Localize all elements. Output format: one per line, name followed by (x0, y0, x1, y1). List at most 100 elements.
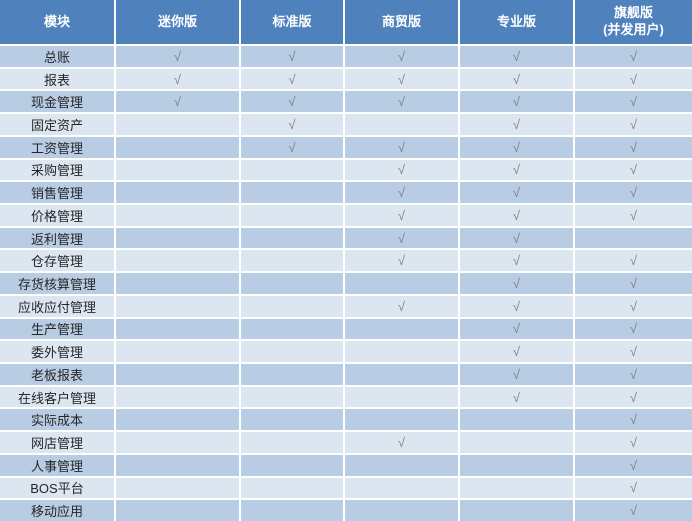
check-cell-pro: √ (460, 363, 573, 385)
check-cell-mini (116, 454, 239, 476)
check-icon: √ (629, 457, 638, 473)
check-cell-pro: √ (460, 250, 573, 272)
column-header-label: 迷你版 (157, 13, 197, 29)
check-cell-flagship: √ (575, 363, 692, 385)
check-cell-standard (241, 318, 343, 340)
column-header-label: 旗舰版 (613, 5, 653, 21)
check-icon: √ (512, 321, 521, 337)
check-icon: √ (397, 139, 406, 155)
check-cell-flagship: √ (575, 477, 692, 499)
check-icon: √ (288, 94, 296, 110)
check-cell-mini (116, 273, 239, 294)
check-cell-flagship: √ (575, 500, 692, 521)
check-cell-mini (116, 318, 239, 340)
check-cell-pro (460, 477, 573, 499)
check-icon: √ (397, 434, 406, 450)
check-cell-standard (241, 182, 343, 203)
check-cell-trade: √ (345, 250, 458, 272)
check-cell-pro: √ (460, 273, 573, 294)
check-icon: √ (512, 253, 521, 269)
module-name-cell: 仓存管理 (0, 250, 114, 272)
check-cell-pro: √ (460, 227, 573, 249)
check-cell-mini (116, 250, 239, 272)
check-cell-pro: √ (460, 136, 573, 158)
check-icon: √ (512, 116, 521, 132)
check-cell-mini: √ (116, 46, 239, 67)
check-icon: √ (629, 207, 638, 223)
check-icon: √ (629, 116, 638, 132)
check-cell-flagship: √ (575, 182, 692, 203)
check-cell-mini (116, 114, 239, 135)
check-cell-standard (241, 363, 343, 385)
check-icon: √ (512, 366, 521, 382)
check-cell-standard (241, 295, 343, 317)
check-cell-trade: √ (345, 136, 458, 158)
check-cell-trade: √ (345, 432, 458, 453)
module-name-cell: 存货核算管理 (0, 273, 114, 294)
check-cell-pro: √ (460, 46, 573, 67)
module-name-cell: 移动应用 (0, 500, 114, 521)
check-cell-trade: √ (345, 204, 458, 226)
check-cell-standard (241, 341, 343, 362)
module-name-cell: 工资管理 (0, 136, 114, 158)
check-cell-pro: √ (460, 341, 573, 362)
check-cell-trade (345, 386, 458, 408)
check-cell-flagship: √ (575, 454, 692, 476)
check-icon: √ (288, 139, 296, 155)
check-cell-flagship: √ (575, 341, 692, 362)
check-cell-trade (345, 409, 458, 431)
check-cell-flagship: √ (575, 159, 692, 181)
column-header-label: 模块 (43, 13, 70, 29)
module-name-cell: 实际成本 (0, 409, 114, 431)
check-icon: √ (512, 94, 521, 110)
check-cell-flagship: √ (575, 68, 692, 90)
check-icon: √ (512, 71, 521, 87)
module-name-cell: 老板报表 (0, 363, 114, 385)
check-cell-standard (241, 204, 343, 226)
check-cell-pro: √ (460, 68, 573, 90)
check-cell-pro: √ (460, 204, 573, 226)
check-cell-pro (460, 409, 573, 431)
check-cell-flagship: √ (575, 386, 692, 408)
check-cell-flagship (575, 227, 692, 249)
check-cell-mini (116, 477, 239, 499)
module-name-cell: 固定资产 (0, 114, 114, 135)
check-icon: √ (629, 366, 638, 382)
check-cell-trade: √ (345, 227, 458, 249)
check-cell-mini (116, 159, 239, 181)
check-icon: √ (629, 162, 638, 178)
check-cell-pro: √ (460, 91, 573, 113)
check-icon: √ (173, 48, 182, 64)
check-cell-pro: √ (460, 182, 573, 203)
check-cell-trade: √ (345, 91, 458, 113)
check-cell-flagship: √ (575, 46, 692, 67)
check-cell-mini (116, 386, 239, 408)
check-icon: √ (512, 139, 521, 155)
check-icon: √ (397, 298, 406, 314)
check-icon: √ (288, 48, 296, 64)
column-header-label: 专业版 (496, 13, 536, 29)
check-icon: √ (629, 321, 638, 337)
column-header-standard: 标准版 (241, 0, 343, 44)
module-name-cell: 人事管理 (0, 454, 114, 476)
check-icon: √ (629, 503, 638, 519)
check-cell-flagship: √ (575, 250, 692, 272)
check-cell-mini (116, 204, 239, 226)
check-cell-trade (345, 363, 458, 385)
check-cell-mini (116, 500, 239, 521)
check-icon: √ (512, 275, 521, 291)
check-icon: √ (288, 116, 296, 132)
check-cell-standard (241, 409, 343, 431)
module-name-cell: 总账 (0, 46, 114, 67)
module-name-cell: 销售管理 (0, 182, 114, 203)
check-cell-standard (241, 500, 343, 521)
check-icon: √ (397, 162, 406, 178)
column-header-pro: 专业版 (460, 0, 573, 44)
check-cell-trade: √ (345, 46, 458, 67)
module-name-cell: 在线客户管理 (0, 386, 114, 408)
check-cell-standard (241, 386, 343, 408)
check-icon: √ (629, 298, 638, 314)
check-cell-standard (241, 273, 343, 294)
check-icon: √ (288, 71, 296, 87)
module-name-cell: 应收应付管理 (0, 295, 114, 317)
